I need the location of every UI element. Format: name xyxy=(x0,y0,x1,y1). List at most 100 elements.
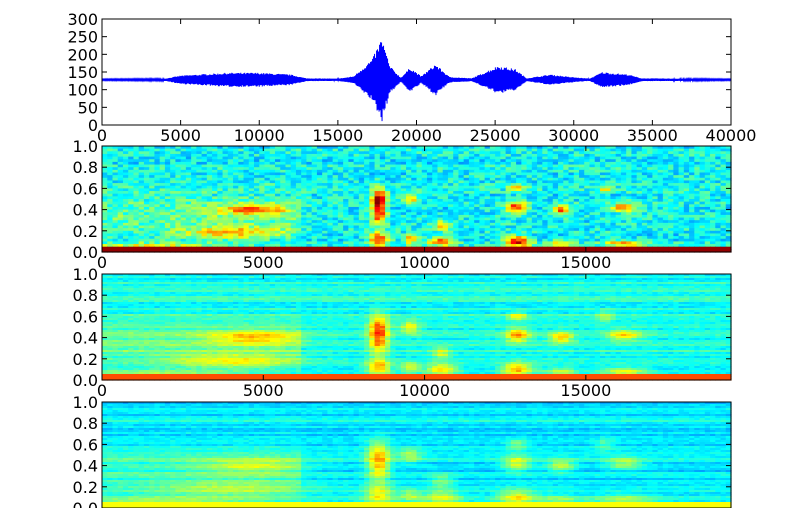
spectrogram-cell xyxy=(243,228,250,232)
spectrogram-cell xyxy=(254,233,260,237)
spectrogram-cell xyxy=(610,217,617,221)
spectrogram-cell xyxy=(196,191,203,195)
spectrogram-cell xyxy=(295,214,302,219)
spectrogram-cell xyxy=(699,217,706,221)
spectrogram-cell xyxy=(552,230,559,235)
spectrogram-cell xyxy=(531,206,538,211)
spectrogram-cell xyxy=(233,175,239,179)
spectrogram-cell xyxy=(107,169,114,174)
spectrogram-cell xyxy=(337,220,344,224)
spectrogram-cell xyxy=(626,169,633,174)
spectrogram-cell xyxy=(442,233,449,237)
spectrogram-cell xyxy=(332,201,339,205)
spectrogram-cell xyxy=(254,214,260,219)
spectrogram-cell xyxy=(222,220,229,224)
spectrogram-cell xyxy=(715,161,722,166)
spectrogram-cell xyxy=(206,249,213,253)
spectrogram-cell xyxy=(128,220,135,224)
spectrogram-cell xyxy=(374,209,381,213)
spectrogram-cell xyxy=(589,151,596,155)
spectrogram-cell xyxy=(463,193,470,197)
spectrogram-cell xyxy=(505,146,512,150)
spectrogram-cell xyxy=(212,209,218,213)
spectrogram-cell xyxy=(495,246,501,250)
spectrogram-cell xyxy=(411,151,418,155)
spectrogram-cell xyxy=(657,249,664,253)
spectrogram-cell xyxy=(641,212,648,216)
spectrogram-cell xyxy=(322,172,328,176)
spectrogram-cell xyxy=(589,212,596,216)
spectrogram-cell xyxy=(505,196,512,200)
spectrogram-cell xyxy=(301,217,308,221)
spectrogram-cell xyxy=(531,146,538,150)
spectrogram-cell xyxy=(578,193,585,197)
spectrogram-cell xyxy=(390,238,397,242)
spectrogram-cell xyxy=(689,156,695,160)
spectrogram-cell xyxy=(248,214,255,219)
spectrogram-cell xyxy=(128,193,135,197)
spectrogram-cell xyxy=(222,241,229,245)
spectrogram-cell xyxy=(233,209,239,213)
spectrogram-cell xyxy=(594,146,601,150)
spectrogram-cell xyxy=(290,199,297,203)
spectrogram-cell xyxy=(254,151,260,155)
spectrogram-cell xyxy=(206,220,213,224)
spectrogram-cell xyxy=(526,201,533,205)
spectrogram-cell xyxy=(599,220,606,224)
spectrogram-cell xyxy=(227,244,234,248)
spectrogram-cell xyxy=(683,204,690,208)
spectrogram-cell xyxy=(327,246,334,250)
spectrogram-cell xyxy=(170,196,176,200)
spectrogram-cell xyxy=(316,228,323,232)
spectrogram-cell xyxy=(280,217,287,221)
spectrogram-cell xyxy=(689,193,695,197)
spectrogram-cell xyxy=(704,183,711,187)
spectrogram-cell xyxy=(274,161,281,166)
spectrogram-cell xyxy=(353,217,360,221)
spectrogram-cell xyxy=(489,164,496,168)
spectrogram-cell xyxy=(138,188,145,192)
spectrogram-cell xyxy=(563,151,570,155)
spectrogram-cell xyxy=(138,214,145,219)
spectrogram-cell xyxy=(416,146,423,150)
spectrogram-cell xyxy=(505,230,512,235)
spectrogram-cell xyxy=(248,244,255,248)
spectrogram-cell xyxy=(222,148,229,152)
spectrogram-cell xyxy=(578,246,585,250)
spectrogram-cell xyxy=(615,225,622,229)
spectrogram-cell xyxy=(285,199,292,203)
spectrogram-cell xyxy=(547,249,554,253)
spectrogram-cell xyxy=(243,238,250,242)
spectrogram-cell xyxy=(411,233,418,237)
spectrogram-cell xyxy=(274,209,281,213)
spectrogram-cell xyxy=(128,148,135,152)
spectrogram-cell xyxy=(285,233,292,237)
spectrogram-cell xyxy=(233,204,239,208)
spectrogram-cell xyxy=(233,151,239,155)
spectrogram-cell xyxy=(348,217,355,221)
spectrogram-cell xyxy=(610,159,617,163)
spectrogram-cell xyxy=(626,164,633,168)
spectrogram-cell xyxy=(442,177,449,182)
spectrogram-cell xyxy=(248,222,255,227)
spectrogram-cell xyxy=(353,188,360,192)
spectrogram-cell xyxy=(122,151,129,155)
spectrogram-cell xyxy=(406,199,412,203)
spectrogram-cell xyxy=(117,228,124,232)
spectrogram-cell xyxy=(295,199,302,203)
spectrogram-cell xyxy=(180,169,187,174)
spectrogram-cell xyxy=(222,196,229,200)
spectrogram-cell xyxy=(594,199,601,203)
spectrogram-cell xyxy=(322,148,328,152)
spectrogram-cell xyxy=(662,159,669,163)
spectrogram-cell xyxy=(437,225,444,229)
spectrogram-cell xyxy=(432,233,439,237)
spectrogram-cell xyxy=(599,164,606,168)
spectrogram-cell xyxy=(725,146,732,150)
spectrogram-cell xyxy=(437,201,444,205)
spectrogram-cell xyxy=(568,209,575,213)
spectrogram-cell xyxy=(442,151,449,155)
spectrogram-cell xyxy=(694,172,701,176)
x-tick-label: 20000 xyxy=(391,126,442,145)
spectrogram-cell xyxy=(558,148,564,152)
